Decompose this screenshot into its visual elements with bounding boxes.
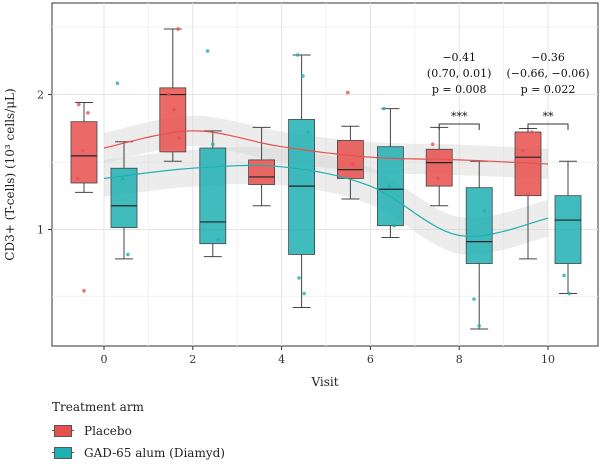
data-point xyxy=(176,27,180,31)
data-point xyxy=(115,81,120,85)
grid xyxy=(51,2,599,347)
data-point xyxy=(80,148,85,153)
data-points xyxy=(75,27,572,328)
data-point xyxy=(392,223,397,228)
data-point xyxy=(77,102,81,107)
data-point xyxy=(382,106,386,111)
annotation-text: (−0.66, −0.06) xyxy=(507,67,590,80)
data-point xyxy=(521,148,525,153)
box-0-visit-0 xyxy=(70,121,98,184)
x-tick-label: 4 xyxy=(278,353,285,366)
data-point xyxy=(562,273,566,278)
data-point xyxy=(301,74,305,78)
data-point xyxy=(482,209,487,213)
data-point xyxy=(346,90,350,95)
legend-item-placebo: Placebo xyxy=(52,420,225,442)
data-point xyxy=(211,142,215,146)
data-point xyxy=(86,111,90,115)
smooth-lines xyxy=(103,130,549,237)
data-point xyxy=(567,291,572,296)
boxes xyxy=(70,28,582,330)
data-point xyxy=(75,176,80,181)
legend-label-diamyd: GAD-65 alum (Diamyd) xyxy=(84,446,225,460)
data-point xyxy=(387,184,391,188)
box-1-visit-4 xyxy=(288,119,316,255)
significance-stars: ** xyxy=(543,110,555,123)
data-point xyxy=(436,176,440,181)
x-tick-label: 10 xyxy=(541,353,555,366)
annotations: −0.41 (0.70, 0.01) p = 0.008 *** −0.36 (−0.66… xyxy=(427,51,590,130)
data-point xyxy=(477,324,482,328)
annotation-text: −0.36 xyxy=(531,51,565,64)
significance-bracket xyxy=(527,123,569,130)
legend-label-placebo: Placebo xyxy=(84,424,132,438)
data-point xyxy=(472,297,476,301)
data-point xyxy=(82,289,86,293)
y-axis-title: CD3+ (T-cells) (10³ cells/μL) xyxy=(3,88,17,260)
legend: Treatment arm Placebo GAD-65 alum (Diamy… xyxy=(52,400,225,464)
box-0-visit-2 xyxy=(159,87,187,153)
legend-swatch-diamyd xyxy=(52,445,74,461)
plot-panel xyxy=(51,2,599,347)
x-tick-label: 8 xyxy=(456,353,463,366)
box-1-visit-2 xyxy=(199,147,227,245)
x-tick-label: 0 xyxy=(101,353,108,366)
data-point xyxy=(172,107,176,112)
data-point xyxy=(530,130,534,134)
legend-title: Treatment arm xyxy=(52,400,144,414)
box-1-visit-10 xyxy=(554,195,582,264)
smooth-line-0 xyxy=(103,130,549,165)
y-tick-label: 2 xyxy=(37,89,44,102)
y-tick-label: 1 xyxy=(37,224,44,237)
annotation-text: p = 0.008 xyxy=(432,83,487,96)
x-axis-title: Visit xyxy=(310,375,338,389)
data-point xyxy=(126,252,130,257)
significance-bracket xyxy=(438,123,480,130)
annotation-text: p = 0.022 xyxy=(521,83,576,96)
data-point xyxy=(351,162,355,166)
data-point xyxy=(205,49,210,53)
legend-swatch-placebo xyxy=(52,423,74,439)
annotation-text: −0.41 xyxy=(442,51,476,64)
box-0-visit-6 xyxy=(336,140,364,179)
legend-item-diamyd: GAD-65 alum (Diamyd) xyxy=(52,442,225,464)
data-point xyxy=(295,53,300,57)
data-point xyxy=(177,136,182,140)
data-point xyxy=(120,176,125,181)
x-tick-label: 6 xyxy=(367,353,374,366)
data-point xyxy=(526,192,530,196)
data-point xyxy=(167,92,171,97)
data-point xyxy=(297,276,301,280)
smooth-line-1 xyxy=(103,164,549,237)
data-point xyxy=(216,237,220,242)
box-0-visit-4 xyxy=(248,159,276,185)
data-point xyxy=(306,130,310,134)
annotation-text: (0.70, 0.01) xyxy=(427,67,492,80)
data-point xyxy=(302,291,307,296)
x-tick-label: 2 xyxy=(189,353,196,366)
significance-stars: *** xyxy=(451,110,468,123)
box-0-visit-8 xyxy=(425,148,453,187)
data-point xyxy=(430,142,435,146)
box-1-visit-8 xyxy=(465,187,493,264)
